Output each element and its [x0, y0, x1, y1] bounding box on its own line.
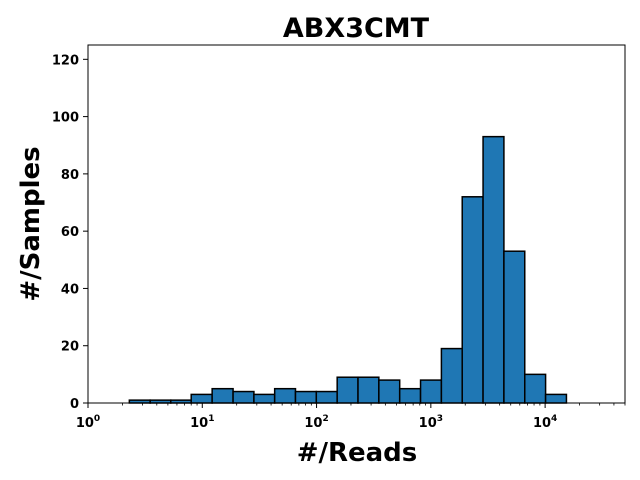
chart-title: ABX3CMT [283, 13, 430, 44]
y-tick-label: 120 [52, 53, 79, 68]
y-tick-label: 80 [61, 168, 79, 183]
histogram-bar [544, 393, 568, 404]
y-tick-label: 60 [61, 225, 79, 240]
histogram-bar [461, 196, 484, 404]
histogram-bar [315, 390, 338, 404]
histogram-bar [503, 250, 526, 404]
x-tick-label: 101 [190, 414, 214, 431]
plot-frame [87, 44, 626, 404]
y-tick-label: 100 [52, 111, 79, 126]
histogram-bar [482, 135, 505, 404]
x-axis-ticks: 100 101 102 103 104 [76, 403, 626, 431]
y-tick-label: 20 [61, 340, 79, 355]
histogram-bar [232, 390, 255, 404]
histogram-bar [273, 387, 297, 404]
histogram-bar [190, 393, 213, 404]
bars-group [128, 135, 568, 404]
histogram-bar [398, 387, 422, 404]
histogram-bar [357, 376, 380, 404]
x-tick-label: 102 [304, 414, 328, 431]
histogram-bar [336, 376, 359, 404]
x-axis-label: #/Reads [297, 438, 418, 468]
x-tick-label: 104 [533, 414, 557, 431]
y-axis-label: #/Samples [16, 146, 46, 301]
histogram-bar [524, 373, 547, 404]
histogram-bar [419, 379, 443, 404]
x-tick-label: 103 [419, 414, 443, 431]
x-tick-label: 100 [76, 414, 100, 431]
histogram-bar [378, 379, 401, 404]
y-tick-label: 40 [61, 282, 79, 297]
histogram-bar [294, 390, 318, 404]
histogram-bar [440, 347, 463, 404]
y-axis-ticks: 0 20 40 60 80 100 120 [52, 53, 88, 412]
y-tick-label: 0 [70, 397, 79, 412]
histogram-bar [253, 393, 276, 404]
histogram-bar [211, 387, 234, 404]
